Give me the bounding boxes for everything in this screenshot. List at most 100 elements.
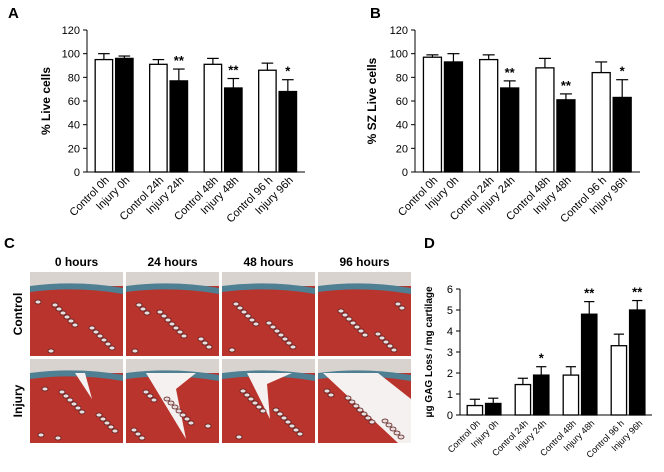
cell <box>239 388 247 394</box>
bar <box>479 58 499 173</box>
cell <box>389 426 397 432</box>
tissue-surface <box>126 359 219 373</box>
cell <box>164 317 172 323</box>
bar <box>612 96 632 173</box>
lesion <box>75 373 92 399</box>
cell <box>352 403 360 409</box>
stain-layer <box>30 283 123 294</box>
cell <box>74 405 82 411</box>
cell <box>341 312 349 318</box>
cell <box>292 427 300 433</box>
cell <box>99 416 107 422</box>
cell <box>394 301 402 307</box>
cell <box>374 331 382 337</box>
column-label: 48 hours <box>243 255 293 269</box>
cell <box>236 305 244 311</box>
cell <box>243 392 251 398</box>
cell <box>244 313 252 319</box>
row-label: Control <box>11 293 25 336</box>
cell <box>248 317 256 323</box>
y-axis-label: μg GAG Loss / mg cartilage <box>424 286 435 418</box>
cell <box>252 321 260 327</box>
cell <box>34 299 42 305</box>
bar <box>500 87 520 173</box>
cell <box>37 432 45 438</box>
cell <box>130 427 138 433</box>
cell <box>345 316 353 322</box>
tissue-surface <box>222 359 315 373</box>
cell <box>92 329 100 335</box>
cell <box>251 400 259 406</box>
cell <box>142 389 150 395</box>
panel-label: D <box>424 235 435 252</box>
significance: ** <box>505 65 516 80</box>
panel-label: B <box>370 5 381 22</box>
cell <box>201 340 209 346</box>
bar <box>169 80 189 173</box>
y-tick-label: 40 <box>68 120 80 132</box>
cell <box>171 404 179 410</box>
column-label: 0 hours <box>55 255 99 269</box>
cell <box>104 341 112 347</box>
cell <box>281 336 289 342</box>
cell <box>172 325 180 331</box>
cell <box>390 347 398 353</box>
significance: ** <box>632 285 643 300</box>
bar <box>223 87 243 173</box>
cell <box>272 407 280 413</box>
significance: * <box>285 64 291 79</box>
y-tick-label: 20 <box>396 143 408 155</box>
cell <box>393 430 401 436</box>
cell <box>180 333 188 339</box>
panel-label: A <box>8 5 19 22</box>
y-tick-label: 0 <box>402 167 408 179</box>
cell <box>168 321 176 327</box>
y-tick-label: 60 <box>68 96 80 108</box>
y-tick-label: 6 <box>447 284 453 296</box>
y-tick-label: 40 <box>396 120 408 132</box>
cell <box>276 411 284 417</box>
y-tick-label: 5 <box>447 305 453 317</box>
cell <box>204 423 212 429</box>
cell <box>285 340 293 346</box>
cell <box>183 416 191 422</box>
y-tick-label: 2 <box>447 368 453 380</box>
cell <box>160 313 168 319</box>
bar <box>94 58 114 173</box>
tissue-surface <box>222 272 315 286</box>
cell <box>55 306 63 312</box>
cell <box>235 434 243 440</box>
y-tick-label: 0 <box>447 410 453 422</box>
panel-label: C <box>4 235 15 252</box>
cell <box>296 431 304 437</box>
cell <box>95 412 103 418</box>
cell <box>232 301 240 307</box>
cell <box>337 308 345 314</box>
cell <box>348 399 356 405</box>
cell <box>96 333 104 339</box>
cell <box>240 309 248 315</box>
cell <box>175 408 183 414</box>
cell <box>284 419 292 425</box>
y-tick-label: 80 <box>396 72 408 84</box>
bar <box>422 56 443 173</box>
bar <box>114 57 134 173</box>
cell <box>71 322 79 328</box>
cell <box>139 306 147 312</box>
cell <box>66 397 74 403</box>
cell <box>135 302 143 308</box>
cell <box>111 428 119 434</box>
cell <box>70 401 78 407</box>
significance: ** <box>584 286 595 301</box>
stain-layer <box>318 283 411 294</box>
cell <box>107 424 115 430</box>
cell <box>197 336 205 342</box>
bar <box>466 404 484 416</box>
cell <box>289 344 297 350</box>
cell <box>277 332 285 338</box>
cell <box>385 422 393 428</box>
tissue-surface <box>30 359 123 373</box>
tissue-surface <box>318 272 411 286</box>
cell <box>59 310 67 316</box>
